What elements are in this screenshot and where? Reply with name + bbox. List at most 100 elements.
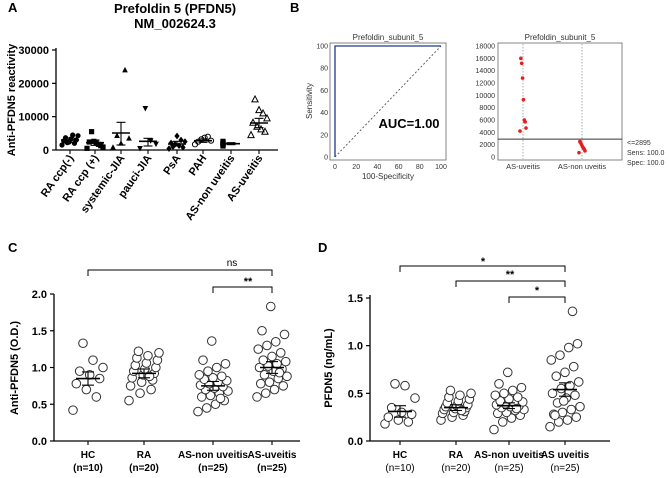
panel-a-ytick-label: 10000 [18, 112, 49, 124]
panel-d-xtick-label: RA [449, 450, 463, 461]
panel-c-xtick-label: RA [137, 450, 151, 461]
roc-reference-line [334, 45, 442, 158]
panel-d-letter: D [318, 240, 327, 255]
panel-d-point [567, 306, 578, 317]
panel-d-point [390, 379, 400, 389]
panel-c-ytick-label: 0.5 [32, 399, 47, 411]
panel-c-point [135, 388, 145, 399]
panel-a-letter: A [8, 0, 18, 15]
panel-d-point [502, 367, 513, 378]
panel-a-xtick-label: PAH [187, 153, 210, 178]
panel-c-point [264, 377, 275, 388]
roc-xtick-label: 40 [374, 164, 382, 171]
panel-d-point [563, 342, 574, 353]
panel-d-point [550, 410, 560, 421]
roc-title: Prefoldin_subunit_5 [353, 33, 424, 42]
dot-ytick-label: 4000 [479, 130, 495, 137]
panel-d-point [547, 388, 558, 399]
panel-c-point [98, 362, 108, 373]
dot-ytick-label: 8000 [479, 105, 495, 112]
panel-c-point [253, 344, 264, 354]
panel-c: C Anti-PFDN5 (O.D.) ns ** 0.0 0.5 1.0 1.5 2.… [8, 240, 300, 474]
panel-d-point [386, 402, 397, 413]
roc-xtick-label: 80 [416, 164, 424, 171]
panel-d-sig-2: ** [506, 269, 515, 281]
panel-d-point [445, 385, 456, 396]
panel-a-point [137, 145, 143, 152]
panel-c-point [206, 336, 217, 346]
panel-c-point [282, 371, 292, 382]
panel-a-point [88, 129, 95, 135]
panel-a-point [251, 94, 259, 103]
panel-a-point [122, 66, 128, 73]
panel-d-point [562, 415, 573, 425]
panel-c-ytick-label: 2.0 [32, 289, 47, 301]
dot-point [519, 61, 524, 66]
panel-d-point [489, 424, 499, 435]
panel-c-bracket-ns [87, 269, 273, 276]
panel-c-point [215, 393, 226, 404]
panel-c-point [220, 359, 231, 369]
panel-d-xtick-label: HC [393, 450, 407, 461]
dot-frame [497, 42, 623, 161]
dot-xtick-label: AS-non uveitis [558, 162, 607, 171]
panel-d-n-label: (n=25) [494, 463, 523, 474]
panel-a-point [59, 142, 65, 148]
panel-d-point [546, 355, 557, 365]
panel-c-point [198, 355, 208, 365]
panel-c-point [124, 395, 134, 406]
panel-d-bracket-3 [508, 296, 566, 303]
dot-point [578, 139, 582, 144]
panel-a-point [126, 135, 132, 141]
panel-d-point [499, 388, 509, 399]
panel-c-point [81, 384, 92, 395]
panel-a-point [142, 105, 149, 112]
roc-ytick-label: 60 [320, 88, 328, 95]
panel-a-point [91, 138, 97, 144]
panel-c-sig-2: ** [244, 276, 253, 288]
dot-point [518, 129, 522, 133]
dot-ytick-label: 12000 [476, 81, 496, 88]
panel-b-letter: B [290, 0, 299, 15]
panel-d-point [573, 377, 584, 387]
dot-ytick-label: 0 [491, 155, 495, 162]
panel-a-point [114, 132, 120, 139]
panel-d-point [551, 371, 562, 381]
panel-d-point [570, 390, 580, 401]
panel-c-point [255, 378, 266, 389]
panel-d-point [572, 338, 583, 349]
panel-c-point [91, 392, 102, 402]
roc-xtick-label: 100 [435, 164, 447, 171]
panel-a-point [84, 145, 90, 151]
dot-xtick-label: AS-uveitis [506, 162, 540, 171]
dot-point [520, 76, 525, 80]
panel-c-letter: C [8, 240, 18, 255]
panel-d-ytick-label: 1.5 [348, 293, 363, 305]
panel-d-point [560, 367, 570, 378]
panel-d-point [571, 412, 582, 422]
panel-d-point [455, 390, 465, 401]
panel-c-point [68, 405, 78, 415]
panel-d-bracket-2 [455, 280, 566, 287]
roc-xlabel: 100-Specificity [362, 172, 414, 181]
panel-c-point [201, 403, 212, 413]
panel-c-xtick-label: AS-non uveitis [178, 450, 248, 461]
panel-c-point [154, 348, 164, 358]
panel-d-point [383, 412, 394, 422]
panel-d-bracket-1 [399, 265, 566, 272]
dot-ytick-label: 2000 [479, 142, 495, 149]
panel-c-sig-ns: ns [227, 258, 238, 269]
panel-a-point [174, 132, 180, 140]
panel-c-point [216, 371, 227, 382]
panel-c-point [143, 350, 153, 361]
panel-d-n-label: (n=20) [441, 463, 470, 474]
dot-ytick-label: 6000 [479, 118, 495, 125]
panel-c-ytick-label: 1.5 [32, 326, 47, 338]
panel-c-point [267, 351, 277, 362]
panel-c-ytick-label: 1.0 [32, 363, 47, 375]
panel-d-sig-3: * [535, 285, 540, 297]
panel-a-ytick-label: 0 [43, 145, 49, 157]
panel-a-point [204, 133, 211, 140]
panel-c-point [193, 406, 203, 417]
panel-d-ytick-label: 0.0 [348, 436, 363, 448]
